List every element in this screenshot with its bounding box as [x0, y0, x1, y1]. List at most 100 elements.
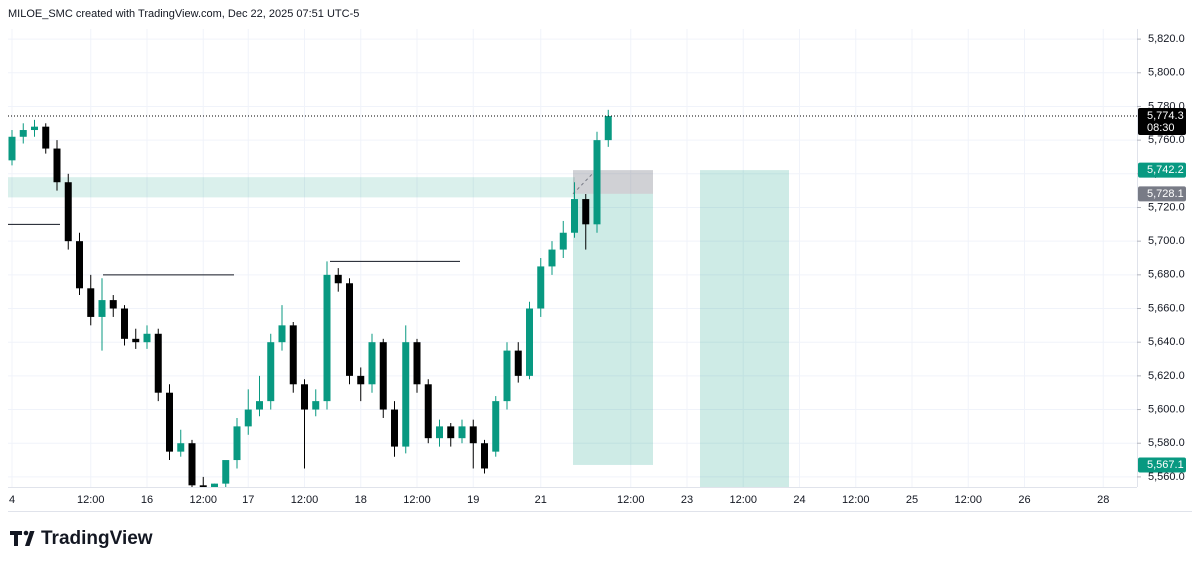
imbalance-zone [8, 177, 575, 198]
y-tick-label: 5,700.0 [1148, 235, 1185, 247]
x-tick-label: 12:00 [291, 494, 319, 506]
y-tick-label: 5,720.0 [1148, 201, 1185, 213]
candle-body [514, 350, 522, 376]
y-tick-label: 5,680.0 [1148, 269, 1185, 281]
candle-body [132, 338, 140, 343]
candle-body [278, 325, 286, 343]
x-tick-label: 16 [141, 494, 153, 506]
candle-body [402, 342, 410, 447]
candle-body [154, 333, 162, 393]
candle-body [424, 384, 432, 439]
candle-body [121, 308, 128, 339]
candle-body [537, 266, 545, 309]
candle-body [64, 182, 72, 242]
y-tick-label: 5,660.0 [1148, 302, 1185, 314]
price-label-box [1138, 186, 1186, 202]
x-tick-label: 24 [793, 494, 805, 506]
y-tick-label: 5,620.0 [1148, 370, 1185, 382]
x-tick-label: 25 [906, 494, 918, 506]
candle-body [233, 426, 241, 461]
candle-body [391, 409, 398, 447]
y-tick-label: 5,600.0 [1148, 403, 1185, 415]
candle-body [244, 409, 252, 427]
candle-body [211, 483, 218, 487]
y-tick-label: 5,760.0 [1148, 134, 1185, 146]
candle-body [222, 460, 230, 484]
price-label: 5,728.1 [1147, 188, 1184, 200]
candle-body [368, 342, 376, 385]
x-tick-label: 23 [681, 494, 693, 506]
candle-body [143, 333, 151, 343]
candle-body [559, 232, 567, 250]
x-tick-label: 12:00 [403, 494, 431, 506]
candle-body [334, 274, 342, 284]
price-label-box [1138, 457, 1186, 473]
candle-body [571, 199, 578, 233]
candle-body [436, 426, 443, 439]
x-tick-label: 26 [1018, 494, 1030, 506]
candle-body [87, 288, 95, 317]
candle-body [548, 249, 556, 267]
last-price-box [1138, 108, 1186, 136]
candle-body [492, 401, 500, 452]
last-price-label: 5,774.3 [1147, 110, 1184, 122]
candle-body [166, 392, 173, 452]
candle-body [8, 136, 16, 161]
y-tick-label: 5,560.0 [1148, 471, 1185, 483]
candle-body [256, 401, 263, 410]
x-tick-label: 17 [242, 494, 254, 506]
x-tick-label: 12:00 [189, 494, 217, 506]
candle-body [98, 300, 106, 317]
candle-body [503, 350, 511, 402]
candle-body [188, 443, 196, 486]
logo [10, 530, 35, 546]
candle-body [526, 308, 533, 376]
candle-body [413, 342, 421, 385]
candle-body [31, 126, 38, 131]
x-tick-label: 12:00 [954, 494, 982, 506]
candle-body [481, 443, 488, 469]
x-tick-label: 12:00 [617, 494, 645, 506]
candle-body [53, 148, 61, 183]
price-label: 5,742.2 [1147, 164, 1184, 176]
x-tick-label: 12:00 [77, 494, 105, 506]
countdown-label: 08:30 [1147, 122, 1175, 134]
y-tick-label: 5,580.0 [1148, 437, 1185, 449]
candle-body [267, 342, 275, 402]
candle-body [447, 426, 455, 439]
candle-body [312, 401, 320, 410]
y-tick-label: 5,640.0 [1148, 336, 1185, 348]
candle-body [177, 443, 185, 452]
header: MILOE_SMC created with TradingView.com, … [8, 8, 359, 20]
candle-body [323, 274, 331, 402]
candle-body [42, 126, 50, 149]
candle-body [76, 241, 83, 289]
candle-body [593, 140, 601, 225]
candle-body [199, 485, 207, 487]
target-zone [573, 193, 653, 465]
candle-body [379, 342, 387, 410]
candle-body [469, 426, 477, 444]
x-tick-label: 12:00 [842, 494, 870, 506]
x-tick-label: 4 [9, 494, 15, 506]
candle-body [109, 300, 117, 309]
price-label-box [1138, 162, 1186, 178]
candle-body [301, 384, 308, 410]
candle-body [458, 426, 466, 439]
candle-body [19, 130, 27, 137]
y-tick-label: 5,800.0 [1148, 67, 1185, 79]
price-label: 5,567.1 [1147, 459, 1184, 471]
candle-body [289, 325, 297, 385]
x-tick-label: 12:00 [729, 494, 757, 506]
entry-zone [573, 170, 653, 194]
y-tick-label: 5,820.0 [1148, 33, 1185, 45]
x-tick-label: 21 [535, 494, 547, 506]
x-tick-label: 18 [355, 494, 367, 506]
candle-body [357, 375, 365, 385]
x-tick-label: 28 [1097, 494, 1109, 506]
projection-zone [700, 170, 789, 487]
candle-body [582, 199, 590, 225]
candle-body [604, 116, 612, 141]
